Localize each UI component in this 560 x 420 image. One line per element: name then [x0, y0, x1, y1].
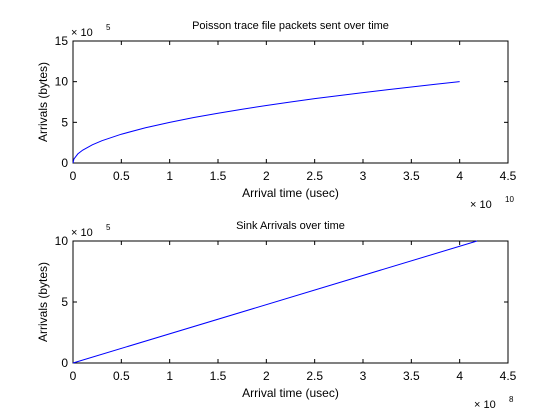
bottom-series-line: [72, 240, 478, 364]
top-y-multiplier-exponent: 5: [106, 23, 111, 32]
top-y-tick-label: 5: [61, 115, 68, 129]
bottom-x-tick-label: 3: [360, 369, 367, 383]
top-x-tick-label: 4.5: [500, 169, 517, 183]
bottom-axes-box: [72, 240, 509, 364]
top-x-tick-label: 1.5: [210, 169, 227, 183]
bottom-x-tick-label: 0.5: [113, 369, 130, 383]
top-x-tick-label: 3: [360, 169, 367, 183]
top-chart-title: Poisson trace file packets sent over tim…: [192, 20, 389, 32]
bottom-y-tick-label: 0: [61, 356, 68, 370]
bottom-y-axis-label: Arrivals (bytes): [36, 262, 50, 342]
bottom-y-multiplier: × 10: [71, 227, 93, 239]
bottom-y-tick-label: 5: [61, 295, 68, 309]
bottom-x-multiplier-exponent: 8: [509, 395, 514, 404]
top-x-tick-label: 4: [456, 169, 463, 183]
bottom-x-tick-label: 1.5: [210, 369, 227, 383]
top-x-axis-label: Arrival time (usec): [242, 186, 339, 200]
top-subplot: Poisson trace file packets sent over tim…: [36, 20, 517, 211]
top-series-line: [72, 81, 460, 164]
top-y-tick-label: 15: [55, 34, 69, 48]
bottom-x-tick-label: 3.5: [403, 369, 420, 383]
bottom-x-axis-label: Arrival time (usec): [242, 386, 339, 400]
bottom-x-tick-label: 4: [456, 369, 463, 383]
bottom-x-tick-label: 0: [70, 369, 77, 383]
bottom-y-multiplier-exponent: 5: [106, 223, 111, 232]
top-x-tick-label: 0.5: [113, 169, 130, 183]
bottom-x-tick-label: 4.5: [500, 369, 517, 383]
top-axes-box: [72, 40, 509, 164]
top-x-tick-label: 2: [263, 169, 270, 183]
bottom-y-tick-label: 10: [55, 234, 69, 248]
top-x-tick-label: 3.5: [403, 169, 420, 183]
top-y-axis-label: Arrivals (bytes): [36, 62, 50, 142]
bottom-x-tick-label: 2: [263, 369, 270, 383]
bottom-x-multiplier: × 10: [474, 399, 496, 411]
top-y-tick-label: 0: [61, 156, 68, 170]
top-y-multiplier: × 10: [71, 27, 93, 39]
bottom-chart-title: Sink Arrivals over time: [236, 220, 345, 232]
top-x-multiplier: × 10: [470, 199, 492, 211]
top-y-tick-label: 10: [55, 75, 69, 89]
bottom-subplot: Sink Arrivals over time Arrival time (us…: [36, 220, 517, 411]
top-x-tick-label: 2.5: [306, 169, 323, 183]
bottom-x-tick-label: 1: [166, 369, 173, 383]
top-x-multiplier-exponent: 10: [505, 195, 514, 204]
top-x-tick-label: 0: [70, 169, 77, 183]
top-x-tick-label: 1: [166, 169, 173, 183]
bottom-x-tick-label: 2.5: [306, 369, 323, 383]
